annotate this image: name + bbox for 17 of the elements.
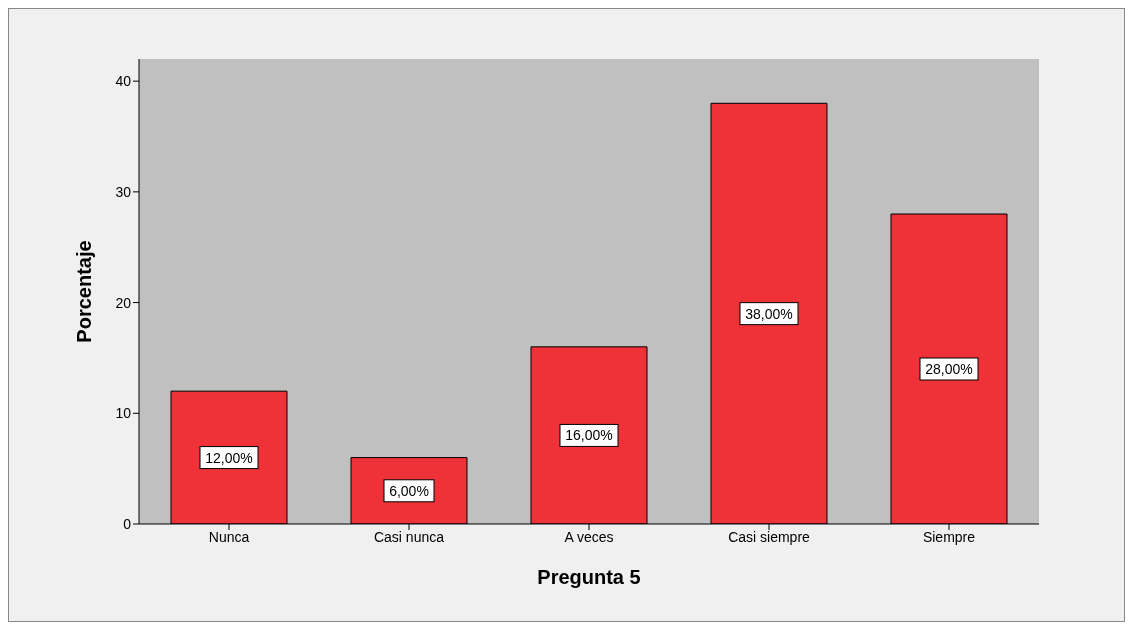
x-axis-title: Pregunta 5 xyxy=(537,566,641,588)
data-label: 38,00% xyxy=(745,305,793,322)
data-label: 6,00% xyxy=(389,482,429,499)
x-tick-label: Siempre xyxy=(922,528,976,545)
y-tick-label: 20 xyxy=(115,294,132,311)
x-tick-label: A veces xyxy=(564,528,614,545)
y-axis-title: Porcentaje xyxy=(73,240,96,343)
y-tick-label: 0 xyxy=(123,515,132,532)
y-tick-label: 40 xyxy=(115,73,132,90)
x-tick-label: Casi nunca xyxy=(373,528,445,545)
data-label: 16,00% xyxy=(565,427,613,444)
x-tick-label: Casi siempre xyxy=(728,528,811,545)
x-tick-label: Nunca xyxy=(208,528,250,545)
y-tick-label: 10 xyxy=(115,405,132,422)
y-tick-label: 30 xyxy=(115,183,132,200)
data-label: 28,00% xyxy=(925,361,973,377)
data-label: 12,00% xyxy=(205,449,253,466)
